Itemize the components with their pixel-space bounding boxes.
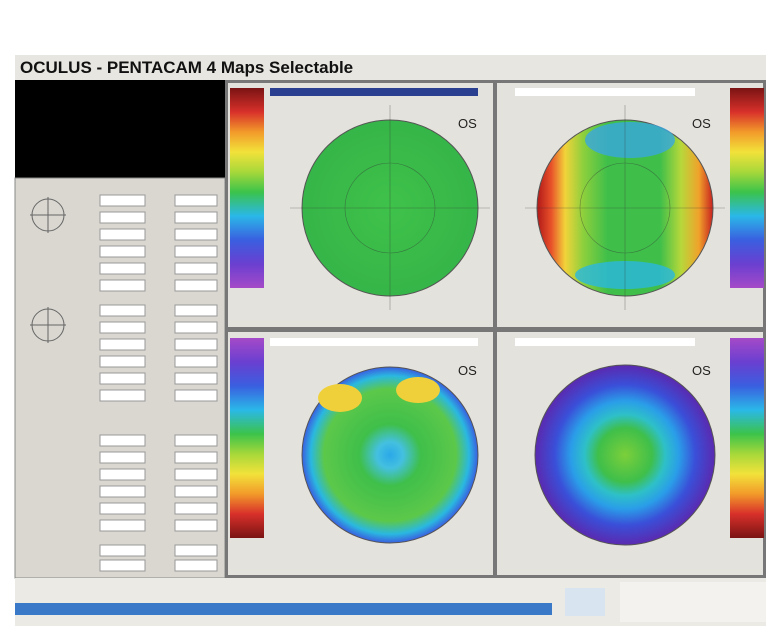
input-field (99, 559, 146, 572)
input-field (99, 451, 146, 464)
status-panel (620, 582, 766, 622)
input-field (99, 194, 146, 207)
input-field (174, 304, 218, 317)
map-header (515, 88, 695, 96)
map-grid (290, 105, 725, 310)
input-field (99, 262, 146, 275)
color-scale (230, 338, 264, 538)
input-field (174, 355, 218, 368)
input-field (174, 211, 218, 224)
input-field (99, 372, 146, 385)
input-field (99, 544, 146, 557)
input-field (174, 321, 218, 334)
input-field (174, 279, 218, 292)
eye-label: OS (458, 116, 477, 131)
input-field (174, 451, 218, 464)
input-field (99, 434, 146, 447)
map: OS (301, 363, 479, 544)
input-field (99, 338, 146, 351)
input-field (174, 228, 218, 241)
input-field (174, 485, 218, 498)
input-field (174, 389, 218, 402)
input-field (99, 211, 146, 224)
eye-diagrams (30, 197, 66, 343)
input-field (99, 502, 146, 515)
input-field (99, 228, 146, 241)
title-bar (15, 55, 766, 80)
input-field (99, 519, 146, 532)
data-fields (99, 194, 218, 572)
input-field (174, 372, 218, 385)
color-scale (730, 88, 764, 288)
eye-label: OS (692, 116, 711, 131)
input-field (174, 262, 218, 275)
input-field (174, 468, 218, 481)
input-field (174, 559, 218, 572)
logo-icon (565, 588, 605, 616)
input-field (174, 502, 218, 515)
progress-bar (15, 603, 552, 615)
window-title: OCULUS - PENTACAM 4 Maps Selectable (20, 58, 353, 77)
input-field (99, 321, 146, 334)
input-field (99, 468, 146, 481)
image-panel (15, 80, 225, 178)
input-field (174, 544, 218, 557)
map-header (270, 88, 478, 96)
input-field (174, 338, 218, 351)
input-field (99, 389, 146, 402)
input-field (174, 245, 218, 258)
map-header (515, 338, 695, 346)
color-scale (730, 338, 764, 538)
color-scale (230, 88, 264, 288)
eye-label: OS (458, 363, 477, 378)
input-field (174, 434, 218, 447)
input-field (99, 245, 146, 258)
input-field (174, 194, 218, 207)
input-field (174, 519, 218, 532)
input-field (99, 279, 146, 292)
input-field (99, 304, 146, 317)
map: OS (534, 363, 716, 546)
input-field (99, 355, 146, 368)
eye-label: OS (692, 363, 711, 378)
map-header (270, 338, 478, 346)
input-field (99, 485, 146, 498)
